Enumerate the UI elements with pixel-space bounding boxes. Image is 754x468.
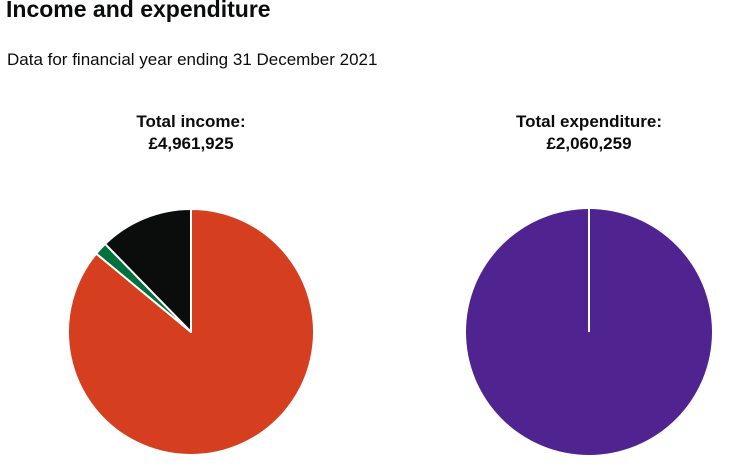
page-title: Income and expenditure bbox=[6, 0, 271, 22]
pie-0-slice-2 bbox=[104, 208, 192, 333]
expenditure-total: £2,060,259 bbox=[546, 134, 632, 153]
income-title: Total income: £4,961,925 bbox=[41, 111, 341, 155]
expenditure-title: Total expenditure: £2,060,259 bbox=[439, 111, 739, 155]
expenditure-label: Total expenditure: bbox=[515, 112, 663, 131]
subheading: Data for financial year ending 31 Decemb… bbox=[7, 50, 378, 69]
income-total: £4,961,925 bbox=[148, 134, 234, 153]
income-label: Total income: bbox=[136, 112, 246, 131]
